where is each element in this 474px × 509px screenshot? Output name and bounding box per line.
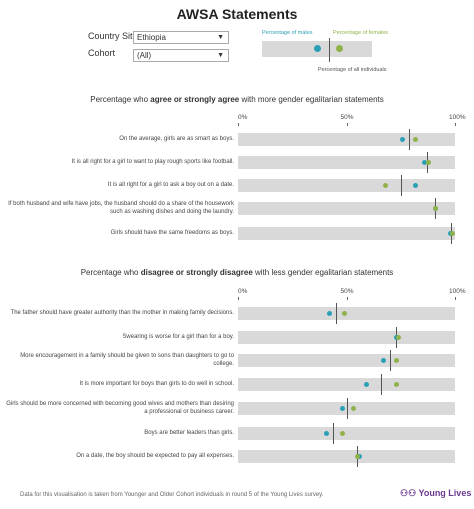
chart-title-bold: agree or strongly agree	[150, 95, 240, 104]
row-background-bar	[238, 354, 455, 367]
legend-males-dot	[314, 45, 321, 52]
females-dot	[426, 160, 432, 165]
row-background-bar	[238, 133, 455, 146]
chevron-down-icon: ▼	[217, 52, 224, 59]
all-individuals-marker	[390, 350, 391, 371]
males-dot	[326, 311, 332, 316]
chart-title-pre: Percentage who	[80, 268, 141, 277]
row-background-bar	[238, 450, 455, 463]
males-dot	[339, 406, 345, 411]
x-tick-mark	[455, 123, 456, 126]
chart-title: Percentage who disagree or strongly disa…	[0, 268, 474, 277]
legend-females-label: Percentage of females	[333, 30, 389, 36]
chart-title-bold: disagree or strongly disagree	[140, 268, 253, 277]
row-label: Swearing is worse for a girl than for a …	[122, 333, 234, 340]
x-tick-mark	[346, 297, 348, 300]
row-label: More encouragement in a family should be…	[20, 353, 234, 367]
x-tick-label: 0%	[238, 288, 248, 295]
row-background-bar	[238, 427, 455, 440]
females-dot	[341, 311, 347, 316]
row-background-bar	[238, 227, 455, 240]
country-site-select[interactable]: Ethiopia ▼	[133, 31, 229, 44]
cohort-value: (All)	[137, 51, 152, 60]
row-label: Girls should have the same freedoms as b…	[110, 229, 234, 236]
all-individuals-marker	[401, 175, 402, 196]
row-label: It is all right for a girl to want to pl…	[71, 158, 234, 165]
all-individuals-marker	[336, 303, 337, 324]
row-label: On a date, the boy should be expected to…	[76, 452, 234, 459]
row-background-bar	[238, 402, 455, 415]
females-dot	[413, 137, 419, 142]
females-dot	[432, 206, 438, 211]
young-lives-logo: ⚇⚇ Young Lives	[400, 488, 472, 498]
legend-all-line	[329, 38, 330, 62]
footer-note: Data for this visualisation is taken fro…	[20, 492, 324, 498]
x-tick-label: 100%	[449, 114, 466, 121]
females-dot	[350, 406, 356, 411]
females-dot	[396, 335, 402, 340]
all-individuals-marker	[333, 423, 334, 444]
row-background-bar	[238, 378, 455, 391]
females-dot	[393, 382, 399, 387]
x-tick-mark	[455, 297, 456, 300]
males-dot	[422, 160, 428, 165]
x-tick-mark	[346, 123, 348, 126]
cohort-select[interactable]: (All) ▼	[133, 49, 229, 62]
row-background-bar	[238, 179, 455, 192]
row-label: The father should have greater authority…	[10, 309, 234, 316]
males-dot	[380, 358, 386, 363]
x-tick-label: 0%	[238, 114, 248, 121]
legend-all-label: Percentage of all individuals	[318, 67, 387, 73]
legend-females-dot	[336, 45, 343, 52]
legend-males-label: Percentage of males	[262, 30, 313, 36]
females-dot	[383, 183, 389, 188]
chart-title-pre: Percentage who	[90, 95, 151, 104]
row-label: If both husband and wife have jobs, the …	[8, 201, 234, 215]
x-tick-label: 100%	[449, 288, 466, 295]
people-icon: ⚇⚇	[400, 488, 417, 498]
females-dot	[339, 431, 345, 436]
row-label: It is all right for a girl to ask a boy …	[107, 181, 234, 188]
chart-title: Percentage who agree or strongly agree w…	[0, 95, 474, 104]
page-title: AWSA Statements	[176, 6, 298, 22]
logo-text: Young Lives	[418, 488, 472, 498]
row-label: On the average, girls are as smart as bo…	[119, 135, 234, 142]
chevron-down-icon: ▼	[217, 34, 224, 41]
x-tick-label: 50%	[340, 288, 354, 295]
all-individuals-marker	[347, 398, 348, 419]
row-label: Girls should be more concerned with beco…	[6, 401, 234, 415]
cohort-label: Cohort	[88, 48, 116, 58]
row-background-bar	[238, 331, 455, 344]
row-label: It is more important for boys than girls…	[79, 380, 234, 387]
males-dot	[400, 137, 406, 142]
x-tick-mark	[238, 297, 239, 300]
all-individuals-marker	[409, 129, 410, 150]
all-individuals-marker	[381, 374, 382, 395]
row-label: Boys are better leaders than girls.	[144, 429, 234, 436]
females-dot	[450, 231, 456, 236]
chart-title-post: with more gender egalitarian statements	[239, 95, 384, 104]
x-tick-mark	[238, 123, 239, 126]
females-dot	[393, 358, 399, 363]
chart-title-post: with less gender egalitarian statements	[252, 268, 394, 277]
row-background-bar	[238, 156, 455, 169]
males-dot	[363, 382, 369, 387]
country-site-value: Ethiopia	[137, 33, 166, 42]
country-site-label: Country Site	[88, 31, 138, 41]
males-dot	[413, 183, 419, 188]
row-background-bar	[238, 202, 455, 215]
females-dot	[354, 454, 360, 459]
males-dot	[324, 431, 330, 436]
x-tick-label: 50%	[340, 114, 354, 121]
